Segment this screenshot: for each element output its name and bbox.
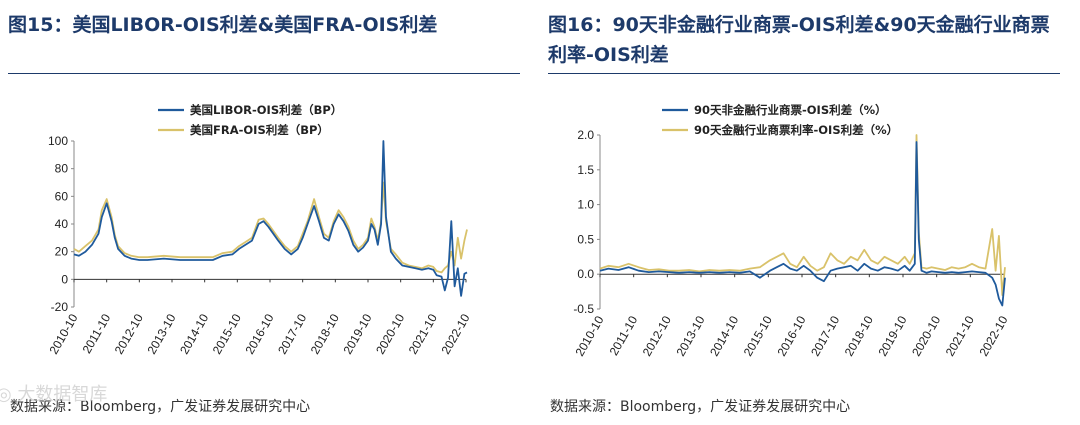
x-tick-label: 2014-10: [177, 311, 211, 356]
left-chart: 100 80 60 40 20 0 -202010-102011-102012-102013…: [46, 103, 472, 357]
legend-label: 90天非金融行业商票-OIS利差（%）: [694, 103, 887, 117]
series-line: [599, 134, 1006, 297]
x-tick-label: 2016-10: [242, 311, 276, 356]
x-tick-label: 2014-10: [707, 313, 741, 358]
y-tick-label: 100: [48, 134, 68, 148]
x-tick-label: 2019-10: [875, 313, 909, 358]
x-tick-label: 2015-10: [210, 311, 244, 356]
y-tick-label: 20: [55, 245, 69, 259]
y-tick-label: -0.5: [573, 302, 594, 316]
x-tick-label: 2021-10: [406, 311, 440, 356]
y-tick-label: 0: [61, 272, 68, 286]
x-tick-label: 2013-10: [673, 313, 707, 358]
series-line: [73, 181, 468, 274]
y-tick-label: 80: [55, 162, 69, 176]
x-tick-label: 2022-10: [438, 311, 472, 356]
legend-label: 90天金融行业商票利率-OIS利差（%）: [694, 123, 898, 137]
x-tick-label: 2021-10: [943, 313, 977, 358]
y-tick-label: 2.0: [577, 128, 594, 142]
x-tick-label: 2016-10: [774, 313, 808, 358]
right-panel: 图16：90天非金融行业商票-OIS利差&90天金融行业商票利率-OIS利差 2…: [540, 0, 1070, 425]
series-line: [73, 140, 468, 297]
watermark: ◎ 大数据智库: [0, 384, 108, 405]
y-tick-label: 40: [55, 217, 69, 231]
y-tick-label: 60: [55, 189, 69, 203]
source-note: 数据来源：Bloomberg，广发证券发展研究中心: [10, 399, 311, 415]
chart-title: 图15：美国LIBOR-OIS利差&美国FRA-OIS利差: [8, 14, 438, 36]
series-line: [599, 141, 1006, 307]
x-tick-label: 2012-10: [640, 313, 674, 358]
x-tick-label: 2011-10: [80, 311, 114, 356]
legend-label: 美国FRA-OIS利差（BP）: [190, 123, 329, 137]
title-divider: [548, 73, 1060, 74]
chart-title: 图16：90天非金融行业商票-OIS利差&90天金融行业商票利率-OIS利差: [548, 14, 1050, 66]
x-tick-label: 2010-10: [46, 311, 80, 356]
x-tick-label: 2017-10: [808, 313, 842, 358]
x-tick-label: 2017-10: [275, 311, 309, 356]
y-tick-label: 1.0: [577, 198, 594, 212]
x-tick-label: 2015-10: [741, 313, 775, 358]
legend-label: 美国LIBOR-OIS利差（BP）: [190, 103, 342, 117]
x-tick-label: 2022-10: [976, 313, 1010, 358]
title-divider: [8, 73, 520, 74]
y-tick-label: 1.5: [577, 163, 594, 177]
x-tick-label: 2010-10: [572, 313, 606, 358]
x-tick-label: 2013-10: [144, 311, 178, 356]
x-tick-label: 2020-10: [373, 311, 407, 356]
x-tick-label: 2011-10: [607, 313, 641, 358]
x-tick-label: 2018-10: [308, 311, 342, 356]
y-tick-label: -20: [51, 300, 69, 314]
x-tick-label: 2012-10: [112, 311, 146, 356]
source-note: 数据来源：Bloomberg，广发证券发展研究中心: [550, 399, 851, 415]
y-tick-label: 0.5: [577, 232, 594, 246]
y-tick-label: 0.0: [577, 267, 594, 281]
x-tick-label: 2019-10: [340, 311, 374, 356]
x-tick-label: 2018-10: [842, 313, 876, 358]
left-panel: 图15：美国LIBOR-OIS利差&美国FRA-OIS利差 100 80 60 40 2…: [0, 0, 530, 425]
x-tick-label: 2020-10: [909, 313, 943, 358]
